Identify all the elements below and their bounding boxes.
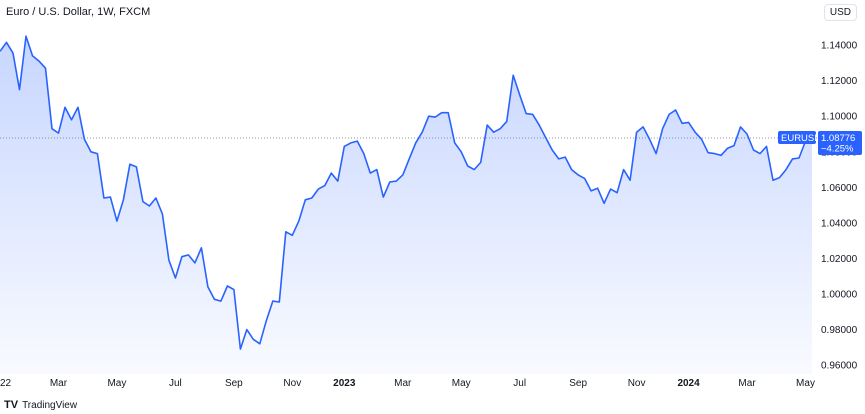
- last-price-tag: EURUSD 1.08776 −4.25%: [778, 130, 862, 155]
- chart-title: Euro / U.S. Dollar, 1W, FXCM: [6, 6, 151, 18]
- brand-name: TradingView: [22, 399, 78, 411]
- x-tick-label: Mar: [394, 378, 412, 389]
- x-tick-label: 22: [0, 378, 12, 389]
- last-price-symbol-bg: [778, 130, 816, 144]
- x-tick-label: Sep: [569, 378, 587, 389]
- last-price-symbol: EURUSD: [781, 133, 821, 144]
- currency-selector[interactable]: USD: [823, 4, 857, 21]
- price-area-fill: [0, 36, 812, 374]
- x-tick-label: Nov: [628, 378, 646, 389]
- last-price-value-bg: [818, 130, 862, 155]
- x-tick-label: Jul: [513, 378, 526, 389]
- price-series-line: [0, 35, 813, 350]
- x-tick-label: Jul: [169, 378, 182, 389]
- y-tick-label: 0.96000: [821, 361, 858, 372]
- x-tick-label: Nov: [283, 378, 301, 389]
- x-tick-label: 2023: [333, 378, 356, 389]
- x-axis: 22 Mar May Jul Sep Nov 2023 Mar May Jul Sep Nov 2024…: [0, 378, 815, 389]
- y-tick-label: 1.12000: [821, 76, 858, 87]
- tradingview-logo-icon: TV: [4, 399, 19, 411]
- y-tick-label: 1.04000: [821, 218, 858, 229]
- last-price-change: −4.25%: [821, 143, 854, 154]
- last-price-value: 1.08776: [821, 133, 855, 144]
- y-axis: 1.140001.120001.100001.080001.060001.040…: [821, 41, 858, 372]
- x-tick-label: Sep: [225, 378, 243, 389]
- x-tick-label: May: [452, 378, 471, 389]
- x-tick-label: May: [107, 378, 126, 389]
- x-tick-label: May: [796, 378, 815, 389]
- y-tick-label: 1.02000: [821, 254, 858, 265]
- x-tick-label: Mar: [50, 378, 68, 389]
- y-tick-label: 0.98000: [821, 325, 858, 336]
- y-tick-label: 1.10000: [821, 112, 858, 123]
- y-tick-label: 1.00000: [821, 290, 858, 301]
- y-tick-label: 1.14000: [821, 41, 858, 52]
- x-tick-label: Mar: [738, 378, 756, 389]
- tradingview-brand[interactable]: TV TradingView: [4, 399, 77, 411]
- x-tick-label: 2024: [677, 378, 700, 389]
- y-tick-label: 1.06000: [821, 183, 858, 194]
